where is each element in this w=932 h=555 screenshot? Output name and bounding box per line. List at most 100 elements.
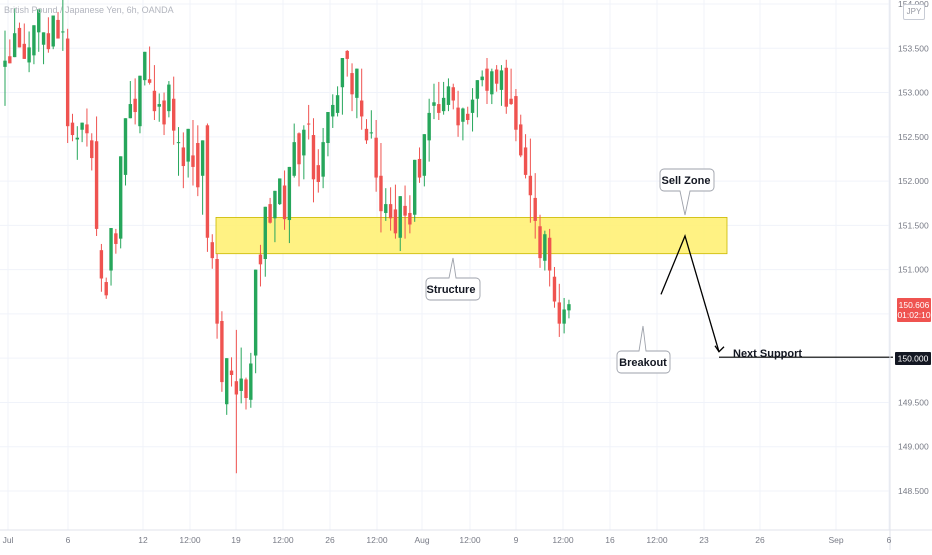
candle	[485, 58, 489, 105]
candle	[12, 8, 17, 58]
candle	[547, 228, 552, 287]
candle-body	[167, 84, 171, 112]
candle-body	[253, 269, 258, 356]
candle	[162, 92, 166, 136]
candle-body	[547, 237, 552, 271]
drawings[interactable]	[660, 234, 893, 358]
sell-zone-box[interactable]	[215, 216, 728, 255]
candle-body	[85, 124, 89, 134]
x-tick-label: 9	[514, 535, 519, 545]
candle	[85, 108, 89, 147]
candle	[388, 187, 393, 231]
x-tick-label: 26	[755, 535, 765, 545]
candle-body	[118, 156, 123, 239]
candle	[480, 70, 484, 87]
candle	[17, 22, 22, 48]
y-tick-label: 151.000	[898, 265, 929, 275]
candle-body	[490, 71, 494, 95]
candle-body	[268, 204, 272, 223]
candle-body	[533, 197, 537, 221]
candle	[441, 81, 446, 115]
candle-body	[417, 158, 422, 178]
candle	[239, 347, 243, 404]
candle-body	[432, 102, 436, 106]
candle	[470, 88, 475, 132]
candle	[75, 126, 79, 160]
candle	[225, 358, 229, 415]
countdown-value: 01:02:10	[897, 310, 930, 320]
candle	[461, 107, 465, 141]
candle-body	[441, 97, 446, 112]
candle	[427, 98, 431, 162]
candle	[355, 68, 359, 119]
candle	[215, 253, 219, 339]
candle	[523, 134, 528, 179]
candle	[321, 127, 325, 189]
candle-body	[514, 96, 518, 130]
callouts[interactable]: Sell Zone Structure Breakout Next Suppor…	[425, 168, 802, 374]
sell-zone-callout[interactable]: Sell Zone	[659, 168, 715, 216]
candle-body	[80, 122, 84, 130]
candle-body	[379, 175, 383, 212]
candle-body	[456, 107, 460, 126]
candle-body	[27, 47, 31, 63]
candle	[393, 184, 398, 239]
candle	[359, 68, 364, 130]
candle-body	[509, 98, 513, 105]
x-tick-label: 16	[605, 535, 615, 545]
x-tick-label: 26	[325, 535, 335, 545]
y-tick-label: 148.500	[898, 486, 929, 496]
candle	[287, 166, 292, 244]
candle-body	[215, 259, 219, 324]
candle-body	[306, 123, 311, 125]
candle-body	[562, 309, 566, 324]
candle-body	[263, 206, 267, 260]
candle-body	[99, 250, 104, 279]
currency-tag[interactable]: JPY	[903, 4, 925, 20]
breakout-callout[interactable]: Breakout	[616, 325, 671, 374]
candle	[326, 112, 330, 157]
candle	[543, 230, 547, 271]
candle	[490, 68, 494, 105]
candle	[104, 277, 108, 299]
x-tick-label: 12:00	[459, 535, 481, 545]
candle	[403, 185, 407, 239]
candle	[147, 46, 152, 85]
support-price-value: 150.000	[898, 354, 929, 364]
candle-body	[37, 9, 41, 33]
structure-callout[interactable]: Structure	[425, 257, 481, 301]
candle-body	[8, 56, 12, 64]
candle-body	[143, 51, 147, 81]
candle	[475, 80, 480, 118]
candle	[350, 63, 354, 112]
candle-body	[3, 60, 7, 67]
candle	[138, 75, 142, 134]
candle-body	[46, 33, 51, 50]
candle	[41, 32, 46, 65]
y-tick-label: 153.500	[898, 43, 929, 53]
candle-body	[538, 226, 542, 259]
candle	[37, 9, 41, 52]
candle-body	[355, 68, 359, 98]
candle-body	[147, 79, 152, 83]
candles[interactable]	[3, 0, 571, 474]
price-axis[interactable]: 148.500149.000149.500150.000150.500151.0…	[889, 0, 929, 550]
candle-body	[186, 128, 190, 162]
candle	[528, 138, 533, 223]
candle	[181, 132, 186, 189]
time-axis[interactable]: Jul 6 12 12:00 19 12:00 26 12:00 Aug 12:00 9 12:00 1…	[0, 529, 932, 545]
candle	[273, 190, 277, 243]
candle-body	[475, 80, 480, 99]
candle-body	[75, 137, 79, 140]
y-tick-label: 152.000	[898, 176, 929, 186]
candle	[46, 17, 51, 53]
candle-body	[109, 228, 113, 271]
projection-path-line[interactable]	[660, 234, 720, 352]
candle-body	[220, 320, 224, 383]
candle	[56, 11, 60, 39]
candle	[278, 178, 282, 205]
candle	[70, 113, 75, 142]
candle-body	[258, 254, 263, 265]
candle-body	[104, 282, 108, 296]
